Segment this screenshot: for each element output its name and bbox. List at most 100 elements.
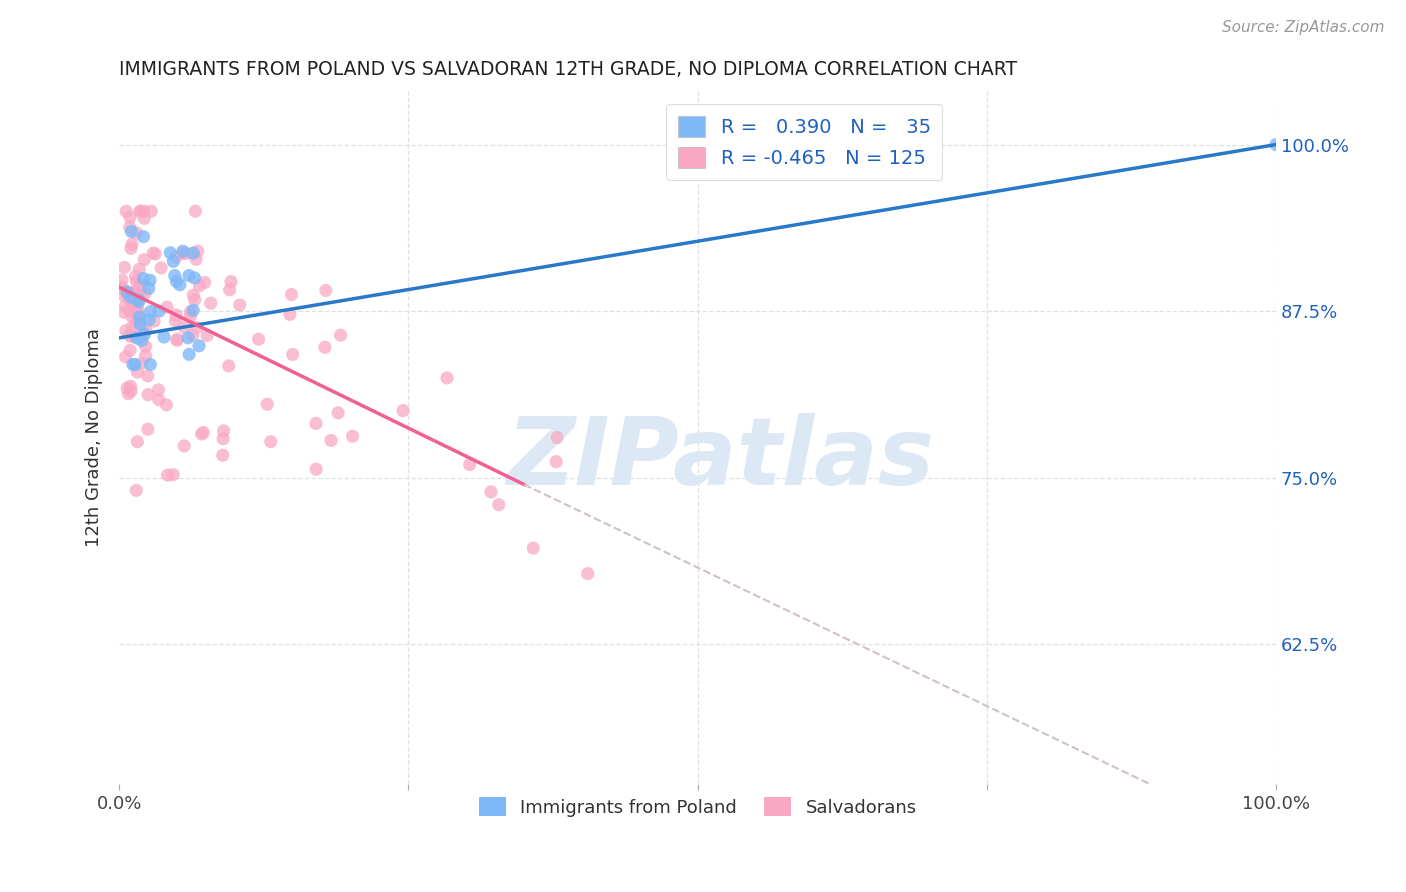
Point [125, 274, 148, 288]
Point [181, 328, 204, 343]
Point [115, 285, 138, 300]
Point [187, 244, 209, 259]
Point [121, 237, 143, 252]
Point [166, 275, 188, 289]
Point [120, 211, 142, 225]
Point [124, 269, 146, 284]
Point [183, 293, 205, 307]
Point [132, 204, 155, 219]
Point [458, 458, 481, 472]
Point [329, 328, 352, 343]
Point [129, 288, 152, 302]
Point [128, 262, 150, 277]
Point [155, 398, 177, 412]
Point [141, 204, 163, 219]
Point [127, 434, 149, 449]
Point [319, 434, 342, 448]
Point [115, 285, 138, 299]
Point [125, 288, 148, 302]
Point [117, 288, 139, 302]
Point [132, 326, 155, 340]
Point [114, 324, 136, 338]
Point [181, 288, 204, 302]
Point [121, 329, 143, 343]
Point [139, 304, 162, 318]
Point [125, 283, 148, 297]
Point [114, 350, 136, 364]
Point [392, 403, 415, 417]
Point [111, 280, 134, 294]
Point [479, 484, 502, 499]
Point [186, 320, 208, 334]
Point [166, 332, 188, 346]
Point [136, 368, 159, 383]
Point [114, 299, 136, 313]
Point [143, 314, 166, 328]
Point [134, 327, 156, 342]
Point [169, 277, 191, 292]
Point [188, 278, 211, 293]
Point [194, 276, 217, 290]
Point [173, 439, 195, 453]
Point [177, 331, 200, 345]
Point [129, 315, 152, 329]
Point [128, 310, 150, 324]
Point [211, 448, 233, 462]
Point [326, 406, 349, 420]
Point [124, 285, 146, 300]
Point [576, 566, 599, 581]
Point [139, 273, 162, 287]
Point [139, 358, 162, 372]
Point [165, 250, 187, 264]
Point [219, 275, 242, 289]
Point [120, 384, 142, 398]
Point [148, 304, 170, 318]
Point [165, 313, 187, 327]
Point [125, 316, 148, 330]
Point [163, 268, 186, 283]
Point [247, 332, 270, 346]
Point [125, 292, 148, 306]
Point [127, 365, 149, 379]
Point [148, 383, 170, 397]
Point [118, 220, 141, 235]
Point [112, 260, 135, 275]
Point [218, 359, 240, 373]
Point [128, 293, 150, 307]
Point [488, 498, 510, 512]
Point [125, 226, 148, 240]
Text: IMMIGRANTS FROM POLAND VS SALVADORAN 12TH GRADE, NO DIPLOMA CORRELATION CHART: IMMIGRANTS FROM POLAND VS SALVADORAN 12T… [120, 60, 1018, 78]
Point [134, 211, 156, 226]
Point [131, 356, 153, 370]
Point [176, 246, 198, 260]
Point [124, 358, 146, 372]
Point [190, 427, 212, 442]
Point [135, 339, 157, 353]
Point [115, 204, 138, 219]
Point [120, 379, 142, 393]
Point [111, 273, 134, 287]
Point [135, 324, 157, 338]
Point [280, 287, 302, 301]
Point [127, 303, 149, 318]
Point [129, 204, 152, 219]
Point [281, 347, 304, 361]
Point [165, 308, 187, 322]
Point [218, 283, 240, 297]
Point [305, 417, 328, 431]
Point [120, 343, 142, 358]
Point [112, 305, 135, 319]
Point [256, 397, 278, 411]
Point [436, 371, 458, 385]
Point [156, 300, 179, 314]
Point [122, 358, 145, 372]
Y-axis label: 12th Grade, No Diploma: 12th Grade, No Diploma [86, 328, 103, 548]
Point [136, 422, 159, 436]
Point [184, 204, 207, 219]
Point [129, 204, 152, 219]
Point [120, 292, 142, 306]
Point [148, 392, 170, 407]
Point [260, 434, 283, 449]
Point [132, 229, 155, 244]
Point [305, 462, 328, 476]
